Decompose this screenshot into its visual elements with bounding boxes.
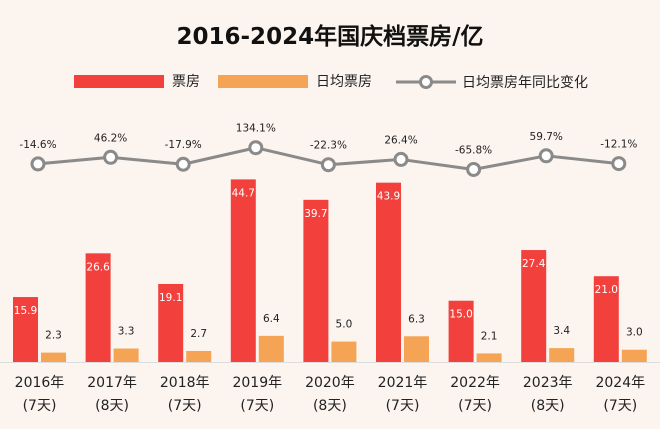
bar-label-box-office: 44.7	[232, 187, 255, 199]
line-point-yoy	[320, 157, 336, 173]
bar-label-box-office: 15.0	[449, 309, 472, 321]
bar-label-box-office: 39.7	[304, 208, 327, 220]
x-tick-sublabel: (8天)	[313, 398, 347, 414]
x-tick-label: 2022年	[450, 375, 500, 391]
x-tick-label: 2016年	[15, 375, 65, 391]
bar-box-office	[448, 300, 474, 362]
x-tick-sublabel: (8天)	[531, 398, 565, 414]
bar-label-daily: 3.3	[118, 326, 135, 338]
x-tick-label: 2017年	[87, 375, 137, 391]
line-label-yoy: -65.8%	[455, 144, 492, 156]
line-point-yoy	[393, 151, 409, 167]
bar-daily	[621, 349, 647, 362]
x-tick-sublabel: (8天)	[95, 398, 129, 414]
line-label-yoy: -14.6%	[19, 139, 56, 151]
line-label-yoy: -17.9%	[165, 139, 202, 151]
line-point-yoy	[103, 149, 119, 165]
line-point-yoy	[466, 161, 482, 177]
bar-daily	[258, 335, 284, 362]
bar-box-office	[376, 182, 401, 362]
line-point-yoy	[611, 156, 627, 172]
bar-box-office	[521, 250, 547, 362]
x-axis: 2016年 (7天) 2017年 (8天) 2018年 (7天) 2019年 (7天) 2020…	[0, 362, 660, 414]
bar-label-daily: 2.7	[190, 328, 207, 340]
x-tick-label: 2021年	[378, 375, 428, 391]
bar-box-office	[158, 283, 184, 362]
x-tick-sublabel: (7天)	[458, 398, 492, 414]
bar-daily	[113, 348, 139, 362]
legend-swatch-box-office	[74, 75, 164, 88]
x-tick-label: 2023年	[523, 375, 573, 391]
bar-label-box-office: 19.1	[159, 292, 182, 304]
bar-daily	[41, 352, 66, 362]
x-tick-sublabel: (7天)	[386, 398, 420, 414]
bar-daily	[404, 336, 429, 362]
legend-label-daily: 日均票房	[316, 74, 372, 90]
bar-label-box-office: 26.6	[86, 261, 110, 273]
x-tick-sublabel: (7天)	[168, 398, 202, 414]
x-tick-sublabel: (7天)	[23, 398, 57, 414]
line-point-yoy	[248, 140, 264, 156]
line-label-yoy: 26.4%	[384, 134, 417, 146]
legend-label-box-office: 票房	[172, 74, 200, 90]
bar-label-daily: 3.4	[553, 325, 570, 337]
line-label-yoy: -12.1%	[600, 139, 637, 151]
legend-marker-yoy	[419, 75, 433, 89]
x-tick-label: 2019年	[232, 375, 282, 391]
bar-daily	[549, 348, 575, 362]
bar-label-box-office: 15.9	[14, 305, 37, 317]
bar-label-daily: 2.3	[45, 330, 62, 342]
line-series: -14.6% 46.2% -17.9% 134.1% -22.3% 26.4% -65.8%…	[19, 123, 637, 177]
bar-label-daily: 5.0	[336, 319, 353, 331]
legend-swatch-daily	[218, 75, 308, 88]
bar-box-office	[593, 276, 619, 362]
legend-label-yoy: 日均票房年同比变化	[462, 75, 588, 91]
line-label-yoy: 59.7%	[530, 131, 563, 143]
bars: 15.9 2.3 26.6 3.3 19.1 2.7 44.7 6.4 39.7 5.0 43.9 6…	[13, 179, 647, 362]
x-tick-sublabel: (7天)	[240, 398, 274, 414]
bar-label-daily: 6.4	[263, 313, 280, 325]
bar-box-office	[13, 297, 38, 362]
x-tick-label: 2018年	[160, 375, 210, 391]
line-point-yoy	[30, 156, 46, 172]
x-tick-label: 2024年	[595, 375, 645, 391]
bar-label-box-office: 21.0	[595, 284, 618, 296]
bar-box-office	[85, 253, 111, 362]
bar-label-box-office: 43.9	[377, 191, 400, 203]
line-label-yoy: 46.2%	[94, 132, 127, 144]
x-tick-sublabel: (7天)	[603, 398, 637, 414]
bar-daily	[186, 350, 212, 362]
bar-label-box-office: 27.4	[522, 258, 546, 270]
x-tick-label: 2020年	[305, 375, 355, 391]
bar-daily	[476, 353, 502, 362]
line-point-yoy	[538, 148, 554, 164]
chart-title: 2016-2024年国庆档票房/亿	[177, 23, 484, 50]
bar-label-daily: 2.1	[481, 330, 498, 342]
bar-daily	[331, 341, 357, 362]
bar-label-daily: 6.3	[408, 313, 425, 325]
line-label-yoy: -22.3%	[310, 140, 347, 152]
bar-box-office	[303, 199, 329, 362]
line-label-yoy: 134.1%	[236, 123, 276, 135]
legend: 票房 日均票房 日均票房年同比变化	[74, 74, 588, 91]
bar-box-office	[230, 179, 256, 362]
line-point-yoy	[175, 156, 191, 172]
bar-label-daily: 3.0	[626, 327, 643, 339]
